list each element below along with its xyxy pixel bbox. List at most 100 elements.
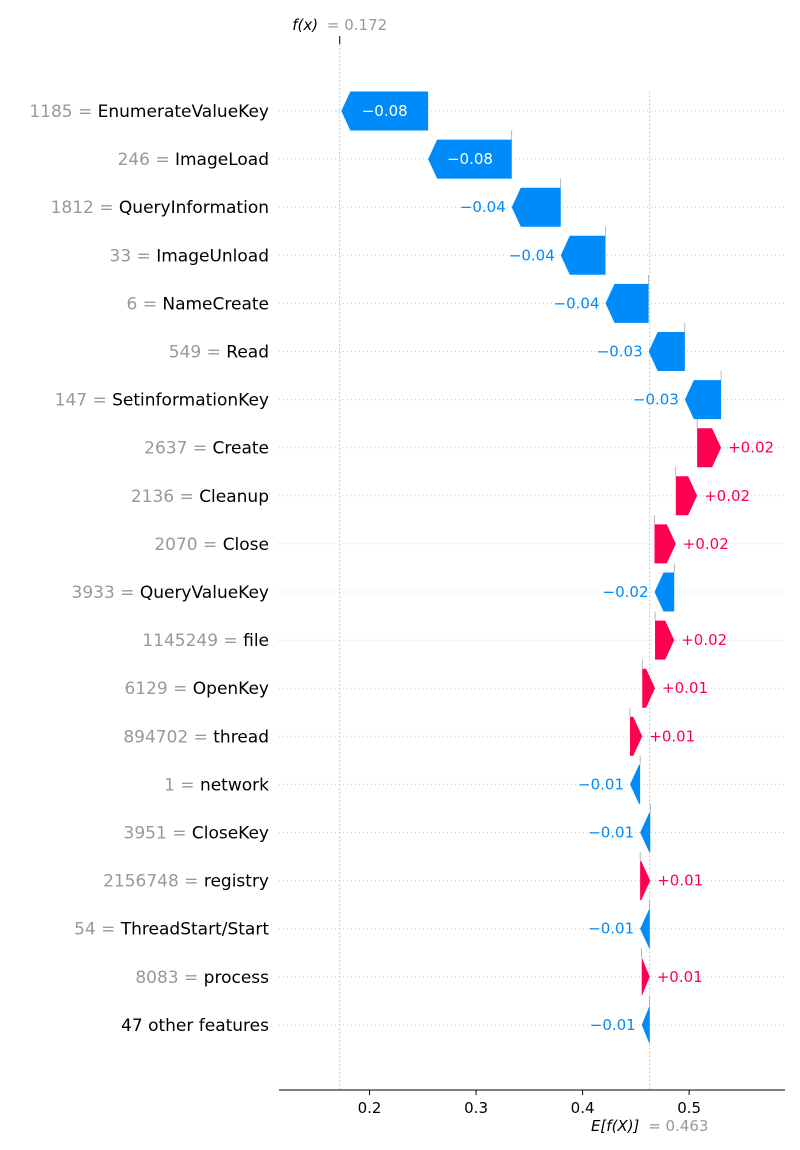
- bar-value-label: +0.01: [657, 968, 703, 986]
- bar-value-label: −0.08: [447, 150, 493, 168]
- feature-label: 1145249 = file: [142, 631, 269, 651]
- feature-name: Read: [226, 343, 269, 363]
- feature-value: 2156748 =: [103, 872, 204, 892]
- feature-name: process: [204, 968, 269, 988]
- waterfall-bar: [654, 572, 675, 612]
- feature-value: 246 =: [117, 150, 175, 170]
- feature-label: 246 = ImageLoad: [117, 150, 269, 170]
- waterfall-bar: [684, 380, 722, 420]
- waterfall-bar: [428, 139, 512, 179]
- feature-label: 3933 = QueryValueKey: [72, 583, 270, 603]
- feature-name: SetinformationKey: [112, 391, 269, 411]
- feature-label: 8083 = process: [135, 968, 269, 988]
- feature-name: CloseKey: [192, 824, 269, 844]
- feature-label: 2136 = Cleanup: [131, 487, 269, 507]
- waterfall-bar: [605, 283, 649, 323]
- feature-label: 3951 = CloseKey: [124, 824, 269, 844]
- feature-name: NameCreate: [162, 294, 269, 314]
- bar-value-label: −0.01: [588, 920, 634, 938]
- feature-label: 549 = Read: [169, 343, 269, 363]
- bar-value-label: −0.01: [588, 824, 634, 842]
- feature-value: 54 =: [74, 920, 121, 940]
- fx-label-name: f(x): [292, 16, 318, 34]
- feature-name: QueryValueKey: [140, 583, 269, 603]
- waterfall-bar: [341, 91, 429, 131]
- feature-name: network: [200, 775, 269, 795]
- waterfall-bar: [697, 428, 722, 468]
- feature-value: 6 =: [126, 294, 162, 314]
- feature-value: 894702 =: [123, 727, 213, 747]
- feature-value: 1145249 =: [142, 631, 243, 651]
- feature-name: QueryInformation: [119, 198, 269, 218]
- feature-name: ImageUnload: [156, 246, 269, 266]
- x-tick-label: 0.4: [571, 1099, 595, 1117]
- bar-value-label: −0.02: [603, 583, 649, 601]
- feature-label: 2156748 = registry: [103, 872, 269, 892]
- feature-label: 1812 = QueryInformation: [51, 198, 269, 218]
- waterfall-bar: [630, 716, 643, 756]
- fx-label-value: = 0.172: [327, 16, 387, 34]
- feature-name: EnumerateValueKey: [98, 102, 269, 122]
- feature-name: Create: [213, 439, 270, 459]
- feature-value: 1 =: [164, 775, 200, 795]
- bar-value-label: +0.01: [649, 727, 695, 745]
- feature-label: 1185 = EnumerateValueKey: [29, 102, 269, 122]
- bar-value-label: −0.03: [633, 391, 679, 409]
- waterfall-bar: [655, 620, 675, 660]
- feature-label: 54 = ThreadStart/Start: [74, 920, 269, 940]
- feature-label: 1 = network: [164, 775, 269, 795]
- feature-value: 2637 =: [144, 439, 212, 459]
- bar-value-label: +0.02: [683, 535, 729, 553]
- feature-name: Cleanup: [199, 487, 269, 507]
- bar-value-label: +0.02: [681, 631, 727, 649]
- bar-value-label: −0.04: [554, 294, 600, 312]
- ex-label-value: = 0.463: [648, 1117, 708, 1135]
- bar-value-label: +0.02: [704, 487, 750, 505]
- feature-label: 894702 = thread: [123, 727, 269, 747]
- bar-value-label: −0.04: [509, 246, 555, 264]
- waterfall-bar: [654, 524, 676, 564]
- bars: [341, 91, 722, 1045]
- feature-value: 33 =: [110, 246, 157, 266]
- feature-value: 6129 =: [124, 679, 192, 699]
- feature-label: 147 = SetinformationKey: [55, 391, 269, 411]
- feature-value: 1812 =: [51, 198, 119, 218]
- waterfall-bar: [641, 957, 650, 997]
- row-grid-lines: [279, 110, 785, 1026]
- feature-value: 2070 =: [154, 535, 222, 555]
- bar-labels: −0.08 −0.08 −0.04 −0.04 −0.04 −0.03 −0.03 +0.02…: [362, 102, 774, 1034]
- feature-name: ThreadStart/Start: [120, 920, 270, 940]
- feature-name: 47 other features: [121, 1016, 269, 1036]
- x-tick-label: 0.2: [358, 1099, 382, 1117]
- waterfall-bar: [640, 861, 651, 901]
- feature-label: 2070 = Close: [154, 535, 269, 555]
- feature-label: 47 other features: [121, 1016, 269, 1036]
- x-axis: 0.2 0.3 0.4 0.5: [279, 1089, 785, 1117]
- waterfall-bar: [648, 332, 685, 371]
- bar-value-label: −0.04: [460, 198, 506, 216]
- feature-value: 1185 =: [29, 102, 97, 122]
- bar-value-label: −0.01: [590, 1016, 636, 1034]
- bar-value-label: −0.08: [362, 102, 408, 120]
- waterfall-bar: [640, 813, 651, 852]
- waterfall-bar: [675, 476, 698, 516]
- feature-name: Close: [223, 535, 269, 555]
- feature-labels: 1185 = EnumerateValueKey 246 = ImageLoad 1…: [29, 102, 269, 1036]
- waterfall-bar: [642, 668, 656, 708]
- feature-name: registry: [204, 872, 269, 892]
- feature-name: file: [243, 631, 269, 651]
- x-tick-label: 0.5: [677, 1099, 701, 1117]
- ex-label: E[f(X)] = 0.463: [591, 1117, 709, 1135]
- feature-label: 6 = NameCreate: [126, 294, 269, 314]
- bar-value-label: −0.01: [578, 775, 624, 793]
- feature-value: 2136 =: [131, 487, 199, 507]
- feature-value: 3933 =: [72, 583, 140, 603]
- fx-label: f(x) = 0.172: [292, 16, 387, 34]
- feature-name: ImageLoad: [175, 150, 269, 170]
- x-tick-label: 0.3: [464, 1099, 488, 1117]
- feature-value: 549 =: [169, 343, 227, 363]
- feature-name: OpenKey: [193, 679, 269, 699]
- waterfall-bar: [560, 235, 606, 275]
- bar-value-label: +0.01: [662, 679, 708, 697]
